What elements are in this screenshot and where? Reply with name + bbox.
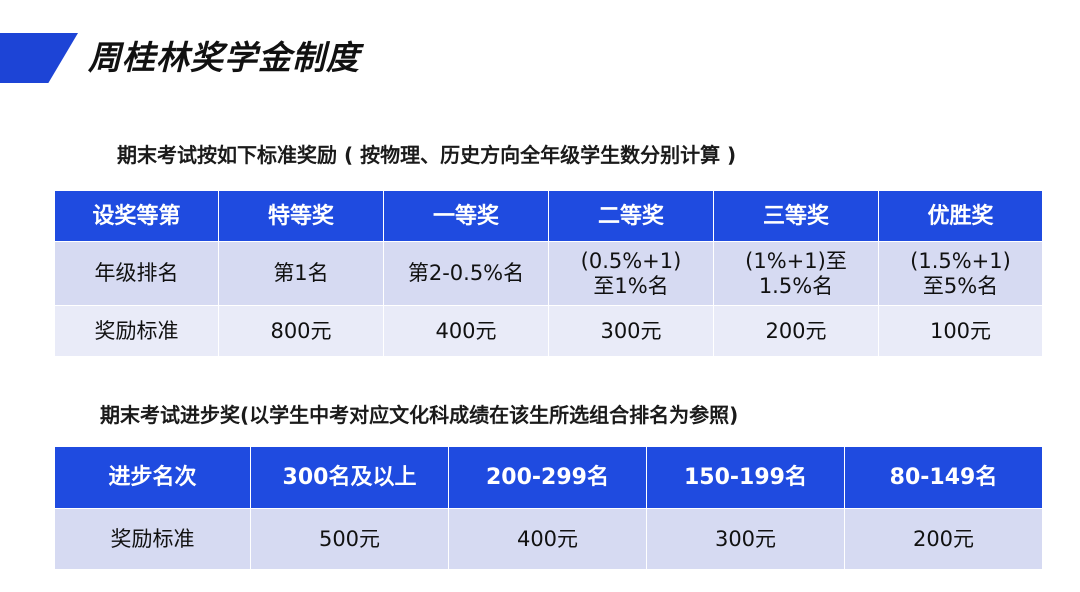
table-row: 奖励标准 800元 400元 300元 200元 100元 <box>54 305 1043 357</box>
header-cell: 300名及以上 <box>250 446 449 509</box>
reward-cell: 300元 <box>646 508 845 570</box>
header-cell: 150-199名 <box>646 446 845 509</box>
cell-line: (1.5%+1) <box>910 248 1011 273</box>
cell-line: 至5%名 <box>922 273 999 298</box>
header-cell: 一等奖 <box>383 190 549 242</box>
cell-line: 第2-0.5%名 <box>407 261 525 285</box>
reward-cell: 800元 <box>218 305 384 357</box>
reward-cell: 200元 <box>844 508 1043 570</box>
table-row: 年级排名 第1名 第2-0.5%名 (0.5%+1) 至1%名 (1%+1)至 … <box>54 241 1043 306</box>
rank-cell: (1.5%+1) 至5%名 <box>878 241 1043 306</box>
rank-cell: (1%+1)至 1.5%名 <box>713 241 879 306</box>
section1-heading: 期末考试按如下标准奖励 ( 按物理、历史方向全年级学生数分别计算 ) <box>117 143 737 167</box>
reward-cell: 400元 <box>448 508 647 570</box>
award-table-header: 设奖等第 特等奖 一等奖 二等奖 三等奖 优胜奖 <box>54 190 1043 242</box>
header-cell: 80-149名 <box>844 446 1043 509</box>
header-cell: 设奖等第 <box>54 190 219 242</box>
header-cell: 二等奖 <box>548 190 714 242</box>
reward-cell: 500元 <box>250 508 449 570</box>
cell-line: (0.5%+1) <box>580 248 682 273</box>
reward-cell: 100元 <box>878 305 1043 357</box>
rank-cell: (0.5%+1) 至1%名 <box>548 241 714 306</box>
page-title: 周桂林奖学金制度 <box>88 38 360 77</box>
cell-line: (1%+1)至 <box>745 248 847 273</box>
section2-heading: 期末考试进步奖(以学生中考对应文化科成绩在该生所选组合排名为参照) <box>100 403 739 427</box>
row-label: 奖励标准 <box>54 305 219 357</box>
progress-table-header: 进步名次 300名及以上 200-299名 150-199名 80-149名 <box>54 446 1043 509</box>
reward-cell: 200元 <box>713 305 879 357</box>
header-cell: 200-299名 <box>448 446 647 509</box>
header-cell: 进步名次 <box>54 446 251 509</box>
rank-cell: 第2-0.5%名 <box>383 241 549 306</box>
award-table: 设奖等第 特等奖 一等奖 二等奖 三等奖 优胜奖 年级排名 第1名 第2-0.5… <box>54 190 1043 357</box>
cell-line: 1.5%名 <box>758 273 834 298</box>
row-label: 奖励标准 <box>54 508 251 570</box>
rank-cell: 第1名 <box>218 241 384 306</box>
progress-award-table: 进步名次 300名及以上 200-299名 150-199名 80-149名 奖… <box>54 446 1043 570</box>
cell-line: 第1名 <box>273 261 329 285</box>
row-label: 年级排名 <box>54 241 219 306</box>
header-cell: 三等奖 <box>713 190 879 242</box>
table-row: 奖励标准 500元 400元 300元 200元 <box>54 508 1043 570</box>
header-cell: 优胜奖 <box>878 190 1043 242</box>
header-cell: 特等奖 <box>218 190 384 242</box>
reward-cell: 400元 <box>383 305 549 357</box>
title-accent-bar <box>0 33 78 83</box>
cell-line: 至1%名 <box>593 273 669 298</box>
reward-cell: 300元 <box>548 305 714 357</box>
